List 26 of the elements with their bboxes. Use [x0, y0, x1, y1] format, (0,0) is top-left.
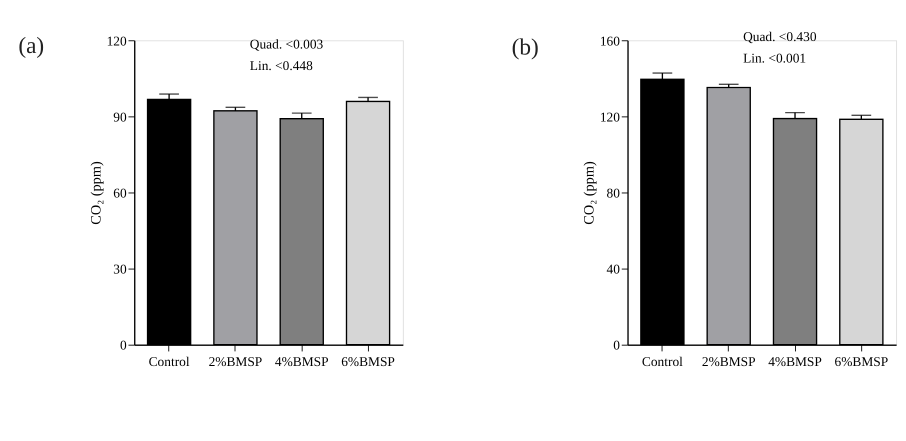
x-tick-label: Control [148, 354, 190, 369]
annotation: Quad. <0.003 [250, 36, 324, 52]
x-tick-label: 6%BMSP [834, 354, 888, 369]
chart-title: (a) [18, 32, 44, 59]
x-tick-label: 6%BMSP [341, 354, 395, 369]
annotation: Lin. <0.448 [250, 58, 314, 73]
annotation: Lin. <0.001 [743, 50, 806, 66]
x-tick-label: 4%BMSP [274, 354, 329, 369]
y-tick-label: 30 [113, 262, 127, 277]
annotation: Quad. <0.430 [743, 29, 817, 44]
y-axis-title: CO₂ (ppm) [582, 161, 598, 225]
y-tick-label: 120 [106, 33, 127, 48]
y-tick-label: 60 [113, 185, 127, 200]
y-axis-title: CO₂ (ppm) [88, 161, 104, 225]
y-tick-label: 0 [613, 338, 620, 353]
y-tick-label: 120 [600, 109, 620, 124]
y-tick-label: 40 [606, 262, 620, 277]
x-tick-label: 2%BMSP [208, 354, 262, 369]
y-tick-label: 80 [606, 185, 620, 200]
x-tick-label: 4%BMSP [768, 354, 822, 369]
y-tick-label: 160 [600, 33, 620, 48]
y-tick-label: 90 [113, 109, 127, 124]
chart-title: (b) [512, 34, 539, 61]
x-tick-label: 2%BMSP [702, 354, 756, 369]
x-tick-label: Control [642, 354, 684, 369]
y-tick-label: 0 [120, 338, 127, 353]
